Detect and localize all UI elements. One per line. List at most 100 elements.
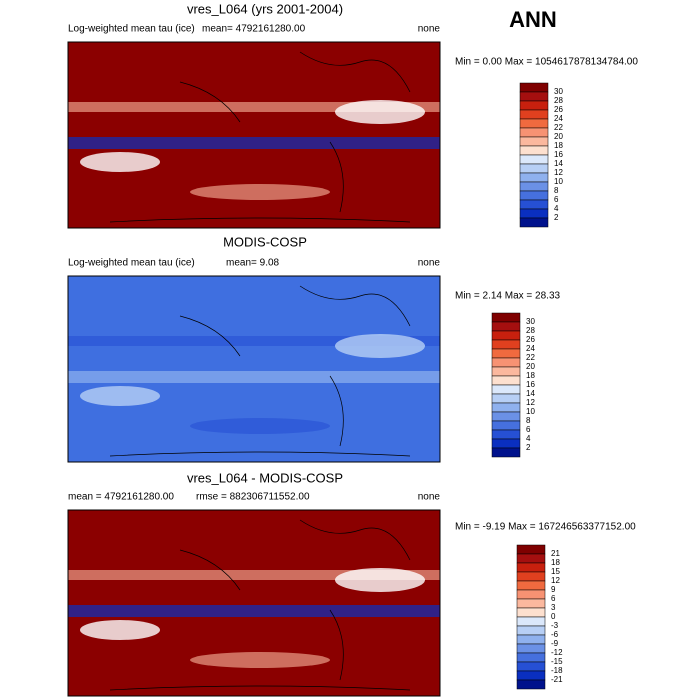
map-patch <box>190 184 330 200</box>
colorbar-label: 2 <box>554 213 559 222</box>
colorbar-label: 30 <box>554 87 563 96</box>
colorbar-box <box>491 393 521 404</box>
colorbar-box <box>519 208 549 219</box>
colorbar-label: 6 <box>554 195 559 204</box>
colorbar-box <box>519 163 549 174</box>
colorbar-label: 14 <box>526 389 535 398</box>
colorbar-label: 26 <box>554 105 563 114</box>
colorbar-box <box>516 598 546 609</box>
panel-mean: rmse = 882306711552.00 <box>196 492 310 503</box>
colorbar-label: 9 <box>551 585 556 594</box>
colorbar-box <box>519 199 549 210</box>
colorbar-box <box>519 109 549 120</box>
colorbar-label: 4 <box>554 204 559 213</box>
colorbar-label: 2 <box>526 443 531 452</box>
colorbar-label: 16 <box>554 150 563 159</box>
map-patch <box>190 652 330 668</box>
map-band <box>68 102 440 112</box>
colorbar-box <box>491 366 521 377</box>
map-field <box>68 42 440 228</box>
colorbar-label: 3 <box>551 603 556 612</box>
colorbar-label: 22 <box>554 123 563 132</box>
season-label: ANN <box>509 7 557 32</box>
panel-mean: mean= 4792161280.00 <box>202 24 306 35</box>
colorbar-box <box>516 544 546 555</box>
colorbar-label: 24 <box>554 114 563 123</box>
colorbar-box <box>519 91 549 102</box>
colorbar-box <box>516 553 546 564</box>
map-patch <box>190 418 330 434</box>
colorbar-box <box>491 411 521 422</box>
map <box>67 509 441 697</box>
colorbar-label: 26 <box>526 335 535 344</box>
colorbar-label: 6 <box>551 594 556 603</box>
colorbar-label: 21 <box>551 549 560 558</box>
range-label: Min = 2.14 Max = 28.33 <box>455 291 561 302</box>
colorbar-box <box>516 661 546 672</box>
map-frame <box>67 509 441 697</box>
colorbar-box <box>519 100 549 111</box>
colorbar-box <box>516 634 546 645</box>
map-patch <box>80 386 160 406</box>
map <box>67 275 441 463</box>
colorbar-label: -3 <box>551 621 559 630</box>
colorbar-label: 28 <box>526 326 535 335</box>
colorbar-label: -6 <box>551 630 559 639</box>
map-patch <box>335 334 425 358</box>
colorbar-label: 12 <box>554 168 563 177</box>
map-patch <box>80 620 160 640</box>
colorbar-label: 28 <box>554 96 563 105</box>
colorbar-label: 18 <box>526 371 535 380</box>
colorbar-box <box>516 580 546 591</box>
map-field <box>68 276 440 462</box>
colorbar-label: 6 <box>526 425 531 434</box>
colorbar-label: 18 <box>554 141 563 150</box>
colorbar-box <box>519 217 549 228</box>
colorbar-box <box>491 420 521 431</box>
colorbar-box <box>519 190 549 201</box>
colorbar-box <box>491 321 521 332</box>
colorbar-box <box>491 357 521 368</box>
map-band <box>68 137 440 149</box>
colorbar-label: 18 <box>551 558 560 567</box>
colorbar-box <box>519 136 549 147</box>
colorbar-box <box>516 652 546 663</box>
colorbar-box <box>519 127 549 138</box>
colorbar-label: 14 <box>554 159 563 168</box>
colorbar-label: 10 <box>526 407 535 416</box>
colorbar-box <box>516 571 546 582</box>
map-band <box>68 570 440 580</box>
colorbar-box <box>491 438 521 449</box>
colorbar-box <box>519 145 549 156</box>
panel-right-label: none <box>418 258 441 269</box>
panel-left-label: Log-weighted mean tau (ice) <box>68 258 195 269</box>
map-patch <box>80 152 160 172</box>
panel-left-label: Log-weighted mean tau (ice) <box>68 24 195 35</box>
colorbar-label: -18 <box>551 666 563 675</box>
panel-title: MODIS-COSP <box>223 234 307 249</box>
colorbar-box <box>519 154 549 165</box>
colorbar-box <box>491 339 521 350</box>
colorbar-box <box>491 375 521 386</box>
colorbar-box <box>491 348 521 359</box>
coastline <box>109 285 411 457</box>
colorbar-box <box>519 82 549 93</box>
colorbar-label: 4 <box>526 434 531 443</box>
colorbar-box <box>516 679 546 690</box>
colorbar-label: 12 <box>551 576 560 585</box>
colorbar-label: -15 <box>551 657 563 666</box>
panel-right-label: none <box>418 24 441 35</box>
colorbar-box <box>491 429 521 440</box>
panel-title: vres_L064 (yrs 2001-2004) <box>187 1 343 16</box>
colorbar-label: 30 <box>526 317 535 326</box>
colorbar-box <box>491 384 521 395</box>
colorbar-box <box>516 589 546 600</box>
panel-right-label: none <box>418 492 441 503</box>
map-patch <box>335 100 425 124</box>
colorbar-label: 8 <box>554 186 559 195</box>
panel-title: vres_L064 - MODIS-COSP <box>187 470 343 485</box>
colorbar-label: 15 <box>551 567 560 576</box>
colorbar-label: 8 <box>526 416 531 425</box>
colorbar-label: -9 <box>551 639 559 648</box>
